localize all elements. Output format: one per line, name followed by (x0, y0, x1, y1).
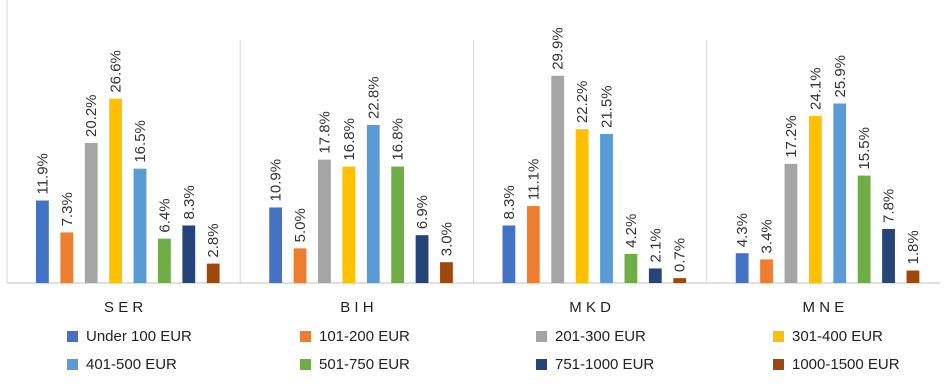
data-label: 15.5% (856, 127, 873, 170)
data-label: 1.8% (905, 230, 922, 264)
legend-label: 201-300 EUR (555, 328, 646, 345)
legend-swatch (773, 359, 784, 370)
data-label: 17.2% (783, 115, 800, 158)
bar (624, 253, 638, 283)
data-label: 3.0% (438, 222, 455, 256)
data-label: 11.1% (525, 159, 542, 200)
legend-label: 401-500 EUR (86, 356, 177, 373)
data-label: 8.3% (181, 185, 198, 219)
legend-swatch (300, 359, 311, 370)
data-label: 3.4% (759, 219, 776, 253)
legend-item: 751-1000 EUR (536, 356, 654, 373)
data-label: 0.7% (672, 238, 689, 272)
data-label: 16.5% (132, 120, 149, 163)
bar (857, 175, 871, 283)
legend-item: 1000-1500 EUR (773, 356, 900, 373)
bar (526, 206, 540, 283)
bar (882, 228, 895, 283)
data-label: 8.3% (501, 185, 518, 219)
data-label: 4.3% (734, 213, 751, 247)
bar (440, 262, 453, 283)
bar (36, 200, 49, 283)
data-label: 22.8% (365, 76, 382, 119)
bar (502, 225, 516, 283)
bar (60, 232, 74, 283)
data-label: 2.1% (647, 228, 664, 262)
data-label: 24.1% (807, 67, 824, 110)
legend-swatch (536, 359, 547, 370)
data-label: 25.9% (832, 55, 849, 98)
legend-label: 1000-1500 EUR (792, 356, 900, 373)
bar (158, 238, 171, 283)
bar (342, 166, 356, 283)
data-label: 4.2% (623, 214, 640, 248)
legend-item: 201-300 EUR (536, 328, 646, 345)
data-label: 11.9% (34, 153, 51, 194)
chart-legend: Under 100 EUR 101-200 EUR 201-300 EUR 301-4… (0, 328, 949, 386)
legend-swatch (536, 331, 547, 342)
bar (182, 225, 196, 283)
bar (293, 248, 307, 283)
data-label: 6.9% (414, 195, 431, 229)
bar (808, 115, 822, 283)
bar (366, 124, 380, 283)
legend-label: 751-1000 EUR (555, 356, 655, 373)
legend-label: Under 100 EUR (86, 328, 192, 345)
bar (551, 75, 565, 283)
bar (673, 278, 687, 283)
bar (906, 270, 920, 283)
bar (575, 129, 589, 283)
bar (133, 168, 147, 283)
legend-item: Under 100 EUR (67, 328, 192, 345)
legend-item: 301-400 EUR (773, 328, 883, 345)
bar (84, 143, 98, 283)
legend-swatch (773, 331, 784, 342)
data-label: 7.8% (881, 189, 898, 223)
data-label: 5.0% (292, 208, 309, 242)
legend-item: 501-750 EUR (300, 356, 410, 373)
bar (206, 263, 220, 283)
bar (109, 98, 122, 283)
data-label: 22.2% (574, 81, 591, 124)
data-label: 20.2% (83, 94, 100, 137)
bar (760, 259, 773, 283)
bar (833, 103, 847, 283)
legend-swatch (67, 331, 78, 342)
x-tick-label: S E R (104, 299, 143, 316)
data-label: 21.5% (599, 85, 616, 128)
bar (318, 159, 331, 283)
legend-label: 301-400 EUR (792, 328, 883, 345)
data-label: 2.8% (205, 223, 222, 257)
data-label: 26.6% (108, 50, 125, 93)
data-label: 7.3% (59, 192, 76, 226)
bar (600, 134, 613, 283)
data-label: 16.8% (341, 118, 358, 161)
bar (735, 253, 749, 283)
legend-swatch (300, 331, 311, 342)
legend-label: 501-750 EUR (319, 356, 410, 373)
data-label: 10.9% (268, 159, 285, 202)
data-label: 29.9% (550, 27, 567, 70)
x-tick-label: M K D (569, 299, 611, 316)
bar (391, 166, 405, 283)
x-tick-label: M N E (803, 299, 845, 316)
bar (784, 163, 798, 283)
bar (648, 268, 662, 283)
x-tick-label: B I H (340, 299, 373, 316)
legend-label: 101-200 EUR (319, 328, 410, 345)
data-label: 6.4% (156, 198, 173, 232)
legend-swatch (67, 359, 78, 370)
legend-item: 101-200 EUR (300, 328, 410, 345)
data-label: 17.8% (316, 111, 333, 154)
bar (269, 207, 283, 283)
bar (415, 235, 429, 283)
data-label: 16.8% (390, 118, 407, 161)
legend-item: 401-500 EUR (67, 356, 177, 373)
